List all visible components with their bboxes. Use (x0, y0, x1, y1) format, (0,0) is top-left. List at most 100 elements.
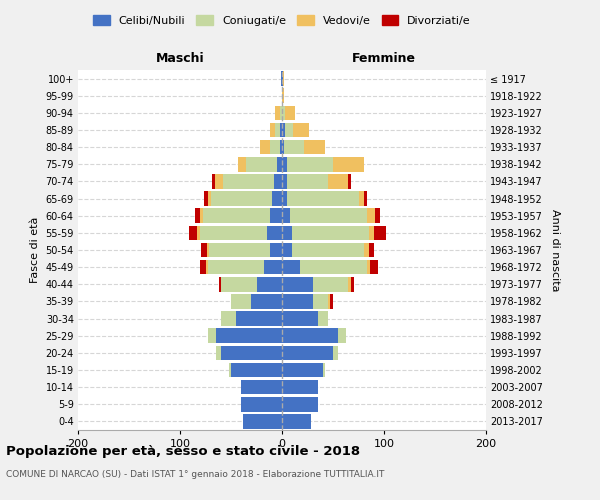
Bar (270, 242, 282, 258)
Bar (282, 414, 311, 428)
Bar (241, 380, 282, 394)
Bar (202, 242, 282, 258)
Bar (282, 397, 318, 411)
Bar (282, 294, 330, 308)
Bar (282, 226, 292, 240)
Bar (282, 88, 284, 103)
Bar (282, 260, 378, 274)
Bar (223, 174, 282, 188)
Bar (275, 106, 282, 120)
Bar (282, 346, 338, 360)
Bar (282, 312, 328, 326)
Bar (282, 174, 352, 188)
Bar (282, 260, 301, 274)
Bar (281, 72, 282, 86)
Bar (221, 312, 282, 326)
Bar (282, 88, 284, 103)
Bar (282, 328, 346, 343)
Bar (282, 277, 352, 291)
Bar (241, 397, 282, 411)
Bar (205, 192, 282, 206)
Bar (216, 346, 282, 360)
Bar (282, 414, 311, 428)
Bar (231, 362, 282, 378)
Bar (282, 192, 367, 206)
Bar (282, 362, 325, 378)
Bar (260, 140, 282, 154)
Bar (282, 312, 328, 326)
Bar (209, 242, 282, 258)
Bar (282, 72, 283, 86)
Bar (206, 260, 282, 274)
Bar (282, 328, 346, 343)
Bar (272, 192, 282, 206)
Bar (231, 294, 282, 308)
Bar (231, 294, 282, 308)
Bar (282, 174, 349, 188)
Bar (282, 157, 333, 172)
Bar (282, 380, 318, 394)
Bar (216, 328, 282, 343)
Bar (282, 242, 374, 258)
Bar (267, 226, 282, 240)
Bar (282, 72, 284, 86)
Bar (282, 157, 364, 172)
Text: COMUNE DI NARCAO (SU) - Dati ISTAT 1° gennaio 2018 - Elaborazione TUTTITALIA.IT: COMUNE DI NARCAO (SU) - Dati ISTAT 1° ge… (6, 470, 385, 479)
Bar (282, 294, 328, 308)
Bar (282, 174, 328, 188)
Bar (200, 260, 282, 274)
Bar (200, 208, 282, 223)
Bar (282, 277, 355, 291)
Bar (282, 346, 338, 360)
Bar (221, 277, 282, 291)
Bar (241, 380, 282, 394)
Bar (282, 362, 323, 378)
Bar (282, 106, 285, 120)
Bar (282, 397, 318, 411)
Bar (282, 226, 369, 240)
Bar (282, 397, 318, 411)
Y-axis label: Anni di nascita: Anni di nascita (550, 209, 560, 291)
Bar (263, 260, 282, 274)
Bar (212, 174, 282, 188)
Bar (216, 346, 282, 360)
Bar (241, 380, 282, 394)
Bar (196, 208, 282, 223)
Bar (282, 277, 313, 291)
Bar (282, 362, 325, 378)
Bar (208, 328, 282, 343)
Y-axis label: Fasce di età: Fasce di età (30, 217, 40, 283)
Bar (282, 242, 292, 258)
Bar (282, 294, 313, 308)
Bar (241, 397, 282, 411)
Bar (280, 122, 282, 138)
Bar (282, 414, 311, 428)
Bar (211, 192, 282, 206)
Bar (257, 277, 282, 291)
Bar (282, 208, 290, 223)
Bar (241, 397, 282, 411)
Bar (277, 157, 282, 172)
Bar (282, 226, 386, 240)
Bar (216, 346, 282, 360)
Text: Maschi: Maschi (155, 52, 205, 65)
Bar (270, 140, 282, 154)
Text: Femmine: Femmine (352, 52, 416, 65)
Bar (229, 362, 282, 378)
Bar (282, 157, 287, 172)
Bar (282, 122, 285, 138)
Bar (206, 242, 282, 258)
Bar (275, 106, 282, 120)
Bar (208, 260, 282, 274)
Bar (280, 140, 282, 154)
Legend: Celibi/Nubili, Coniugati/e, Vedovi/e, Divorziati/e: Celibi/Nubili, Coniugati/e, Vedovi/e, Di… (89, 10, 475, 30)
Bar (282, 294, 333, 308)
Bar (270, 122, 282, 138)
Bar (219, 277, 282, 291)
Bar (282, 122, 308, 138)
Bar (221, 312, 282, 326)
Bar (221, 346, 282, 360)
Bar (280, 106, 282, 120)
Bar (221, 277, 282, 291)
Bar (221, 312, 282, 326)
